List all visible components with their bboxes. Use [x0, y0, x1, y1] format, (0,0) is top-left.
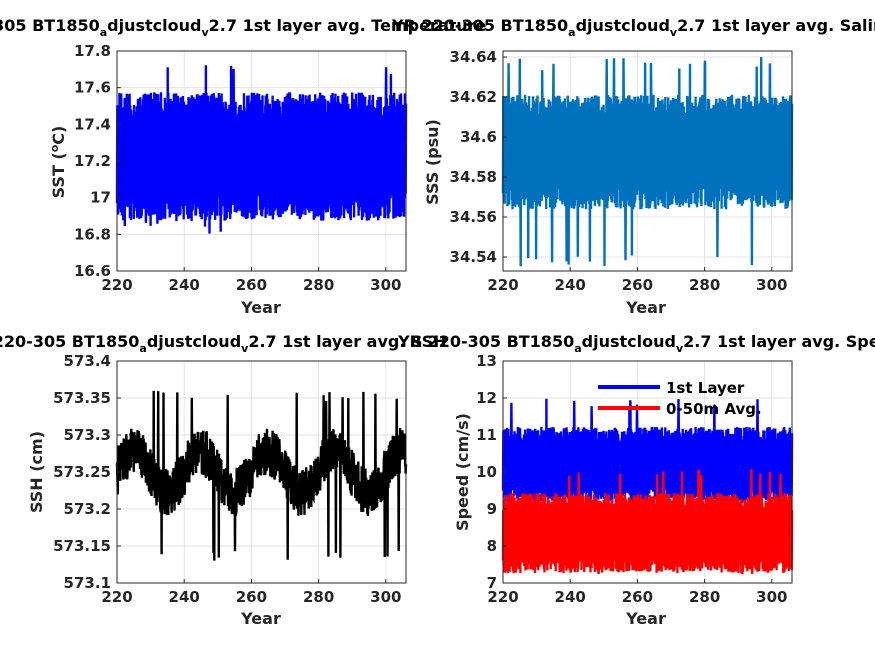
- sst-chart-title: YR 220-305 BT1850adjustcloudv2.7 1st lay…: [0, 16, 487, 39]
- speed-y-axis-label: Speed (cm/s): [453, 413, 472, 531]
- sss-x-tick-label: 300: [756, 276, 787, 294]
- speed-x-axis-label: Year: [625, 609, 666, 628]
- ssh-y-tick-label: 573.35: [53, 389, 111, 407]
- sss-x-tick-label: 260: [622, 276, 653, 294]
- panel-sss: 220 240 260 280 300 34.54 34.56 34.58 34.6 34.62…: [391, 16, 875, 317]
- speed-chart-title: YR 220-305 BT1850adjustcloudv2.7 1st lay…: [397, 332, 875, 355]
- panel-speed: 220 240 260 280 300 7 8 9 10 11 12 13 YR 220-305 B…: [397, 332, 875, 628]
- sss-x-axis-label: Year: [625, 298, 666, 317]
- sss-y-tick-label: 34.56: [450, 208, 497, 226]
- ssh-y-tick-label: 573.1: [64, 574, 111, 592]
- sss-y-tick-label: 34.58: [450, 168, 497, 186]
- sss-y-ticks: 34.54 34.56 34.58 34.6 34.62 34.64: [450, 48, 507, 266]
- sss-x-tick-label: 280: [689, 276, 720, 294]
- ssh-y-tick-label: 573.3: [64, 426, 111, 444]
- speed-y-tick-label: 9: [487, 500, 497, 518]
- speed-series-line-1: [501, 468, 794, 575]
- ssh-y-ticks: 573.1 573.15 573.2 573.25 573.3 573.35 573.4: [53, 352, 121, 592]
- speed-x-tick-label: 260: [622, 588, 653, 606]
- ssh-y-tick-label: 573.4: [64, 352, 111, 370]
- sst-x-axis-label: Year: [240, 298, 281, 317]
- ssh-x-tick-label: 220: [101, 588, 132, 606]
- sss-y-tick-label: 34.64: [450, 48, 497, 66]
- sst-y-tick-label: 16.8: [74, 225, 111, 243]
- ssh-y-tick-label: 573.25: [53, 463, 111, 481]
- sst-y-tick-label: 17.4: [74, 115, 111, 133]
- speed-x-tick-label: 240: [555, 588, 586, 606]
- speed-legend: 1st Layer 0-50m Avg.: [598, 379, 762, 418]
- sss-chart-title: YR 220-305 BT1850adjustcloudv2.7 1st lay…: [391, 16, 875, 39]
- sst-y-ticks: 16.6 16.8 17 17.2 17.4 17.6 17.8: [74, 42, 121, 280]
- ssh-x-ticks: 220 240 260 280 300: [101, 579, 401, 606]
- sss-x-ticks: 220 240 260 280 300: [487, 267, 787, 294]
- ssh-x-tick-label: 240: [169, 588, 200, 606]
- sst-x-tick-label: 260: [236, 276, 267, 294]
- ssh-y-tick-label: 573.2: [64, 500, 111, 518]
- sss-series-line-0: [501, 57, 794, 267]
- ssh-y-tick-label: 573.15: [53, 537, 111, 555]
- speed-y-tick-label: 12: [476, 389, 497, 407]
- ssh-x-tick-label: 300: [370, 588, 401, 606]
- panel-sst: 220 240 260 280 300 16.6 16.8 17 17.2 17.4 17.6 17…: [0, 16, 487, 317]
- ssh-x-axis-label: Year: [240, 609, 281, 628]
- ssh-y-axis-label: SSH (cm): [27, 431, 46, 513]
- sss-x-tick-label: 240: [555, 276, 586, 294]
- ssh-series-line-0: [115, 390, 408, 561]
- sss-y-axis-label: SSS (psu): [423, 119, 442, 205]
- sss-axes-box: [502, 50, 793, 272]
- sst-x-tick-label: 280: [303, 276, 334, 294]
- sst-x-tick-label: 300: [370, 276, 401, 294]
- sss-plot-area: [501, 57, 794, 267]
- speed-x-tick-label: 280: [689, 588, 720, 606]
- speed-y-tick-label: 11: [476, 426, 497, 444]
- legend-label-1st-layer: 1st Layer: [666, 379, 745, 397]
- ssh-plot-area: [115, 390, 408, 561]
- panel-ssh: 220 240 260 280 300 573.1573.15573.2573.2557…: [0, 332, 447, 628]
- speed-series-line-0: [501, 398, 794, 505]
- speed-y-tick-label: 7: [487, 574, 497, 592]
- speed-x-tick-label: 220: [487, 588, 518, 606]
- legend-label-0-50m-avg: 0-50m Avg.: [666, 400, 762, 418]
- sss-y-tick-label: 34.6: [460, 128, 497, 146]
- sst-x-ticks: 220 240 260 280 300: [101, 267, 401, 294]
- sst-y-tick-label: 17.6: [74, 79, 111, 97]
- sst-y-tick-label: 16.6: [74, 262, 111, 280]
- sss-y-tick-label: 34.54: [450, 248, 497, 266]
- sst-y-tick-label: 17: [90, 189, 111, 207]
- sst-plot-area: [115, 65, 408, 234]
- sst-y-axis-label: SST (oC): [48, 126, 68, 199]
- speed-y-tick-label: 8: [487, 537, 497, 555]
- sst-series-line-0: [115, 65, 408, 234]
- sst-y-tick-label: 17.2: [74, 152, 111, 170]
- speed-y-tick-label: 13: [476, 352, 497, 370]
- ssh-x-tick-label: 260: [236, 588, 267, 606]
- speed-x-tick-label: 300: [756, 588, 787, 606]
- speed-y-tick-label: 10: [476, 463, 497, 481]
- ssh-chart-title: YR 220-305 BT1850adjustcloudv2.7 1st lay…: [0, 332, 447, 355]
- sst-y-tick-label: 17.8: [74, 42, 111, 60]
- speed-plot-area: [501, 398, 794, 575]
- sst-x-tick-label: 240: [169, 276, 200, 294]
- speed-x-ticks: 220 240 260 280 300: [487, 579, 787, 606]
- sss-y-tick-label: 34.62: [450, 88, 497, 106]
- sss-x-tick-label: 220: [487, 276, 518, 294]
- speed-y-ticks: 7 8 9 10 11 12 13: [476, 352, 507, 592]
- ssh-x-tick-label: 280: [303, 588, 334, 606]
- sst-x-tick-label: 220: [101, 276, 132, 294]
